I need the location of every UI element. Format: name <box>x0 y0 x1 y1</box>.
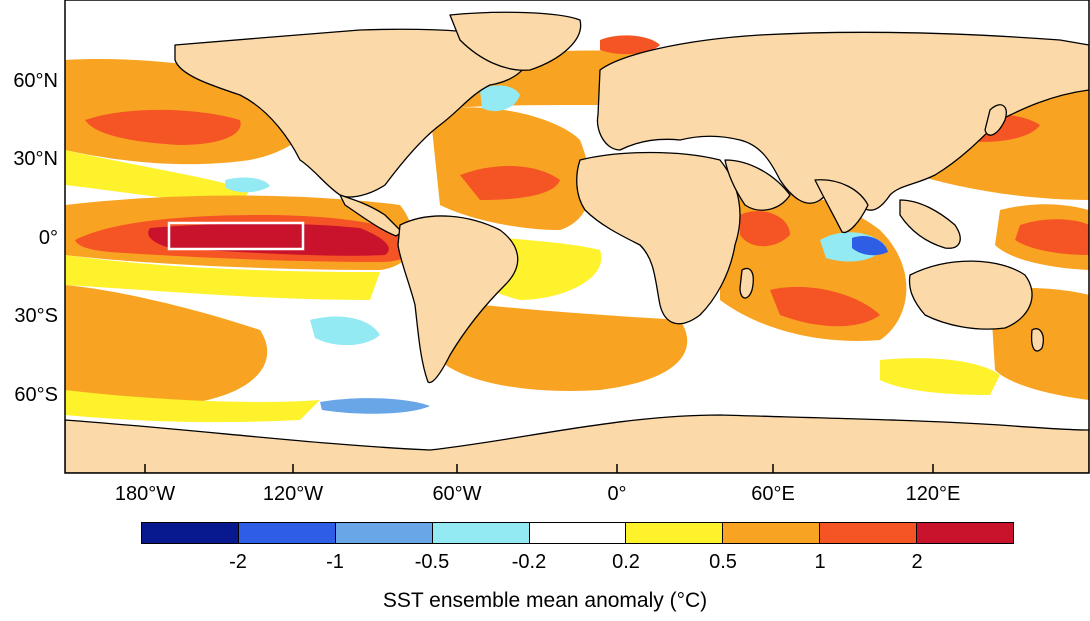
legend-title: SST ensemble mean anomaly (°C) <box>382 589 708 612</box>
landmass-southeast-asia <box>899 199 961 249</box>
lat-label-60n: 60°N <box>13 70 58 92</box>
legend-swatch <box>820 523 918 543</box>
lat-label-equator: 0° <box>38 227 58 249</box>
nino34-box <box>167 221 305 251</box>
legend-swatch <box>723 523 821 543</box>
legend-swatch <box>626 523 724 543</box>
legend-swatch <box>917 523 1014 543</box>
landmass-africa <box>576 151 741 325</box>
landmass-new-zealand <box>1030 328 1044 352</box>
lon-ticks <box>144 464 934 473</box>
landmass-greenland <box>449 11 582 71</box>
landmass-antarctica <box>65 414 1089 473</box>
legend-tick-label: -0.5 <box>414 551 450 573</box>
lat-label-30s: 30°S <box>14 305 58 327</box>
landmass-india <box>814 179 869 234</box>
legend-tick-label: 0.2 <box>612 551 640 573</box>
legend-tick-label: 2 <box>911 551 923 573</box>
landmass-arabia <box>724 159 791 211</box>
lon-label-60e: 60°E <box>751 483 795 505</box>
landmass-australia <box>908 260 1033 330</box>
legend-tick-label: -1 <box>326 551 344 573</box>
anomaly-cores <box>75 35 1040 414</box>
landmass-eurasia <box>596 31 1089 211</box>
lon-label-0: 0° <box>607 483 627 505</box>
legend-tick-label: -0.2 <box>511 551 547 573</box>
landmass-madagascar <box>739 267 754 299</box>
map-frame <box>64 0 1090 474</box>
lon-label-120w: 120°W <box>262 483 324 505</box>
lon-label-60w: 60°W <box>432 483 482 505</box>
legend-swatch <box>529 523 627 543</box>
legend-swatch <box>432 523 530 543</box>
landmass-south-america <box>397 215 519 384</box>
legend-tick-label: 1 <box>814 551 826 573</box>
landmass-north-america <box>174 28 529 198</box>
legend-tick-label: -2 <box>229 551 247 573</box>
lon-label-180w: 180°W <box>114 483 176 505</box>
legend-swatch <box>142 523 239 543</box>
lat-label-60s: 60°S <box>14 384 58 406</box>
landmass-japan <box>984 104 1007 136</box>
legend-swatch <box>238 523 336 543</box>
legend-swatch <box>335 523 433 543</box>
lat-label-30n: 30°N <box>13 148 58 170</box>
continents <box>65 11 1089 473</box>
landmass-central-america <box>339 194 403 237</box>
colorbar-legend <box>141 522 1014 544</box>
legend-tick-label: 0.5 <box>709 551 737 573</box>
lon-label-120e: 120°E <box>905 483 961 505</box>
